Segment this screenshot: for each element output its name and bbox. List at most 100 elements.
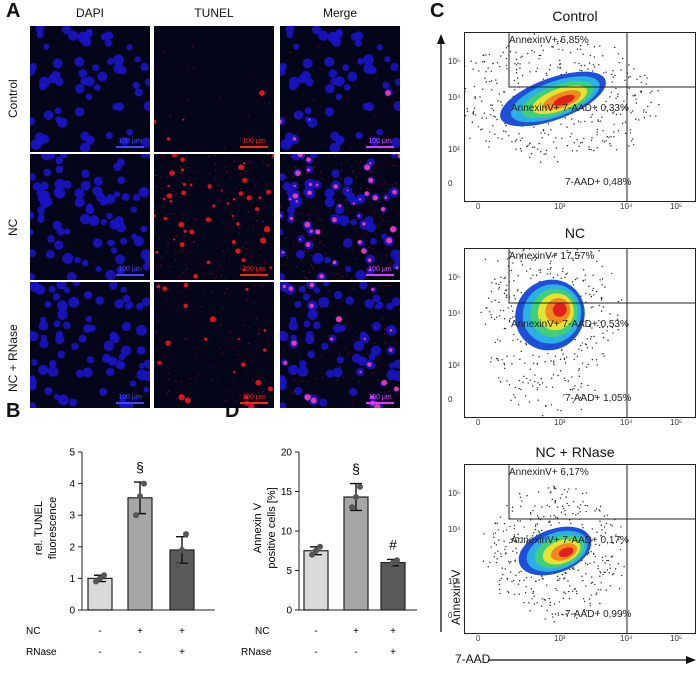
flow-x-tick-label: 10³: [554, 418, 566, 427]
chart-b-row-label-nc: NC: [26, 626, 40, 637]
y-tick-label: 0: [286, 606, 292, 617]
7aad-axis-label: 7-AAD: [455, 652, 491, 666]
bar-0: [87, 577, 113, 611]
y-tick-label: 3: [69, 511, 75, 522]
flow-density: [482, 465, 695, 633]
flow-y-tick-label: 10³: [448, 145, 460, 154]
density-contour: [553, 94, 575, 106]
flow-x-tick-label: 10⁴: [620, 418, 633, 427]
data-point: [394, 557, 400, 564]
flow-plot: AnnexinV+ 6,85% AnnexinV+ 7-AAD+ 0,33% 7-A…: [464, 32, 696, 202]
treatment-mark: -: [98, 626, 101, 637]
chart-d-ylabel-line2: positive cells [%]: [266, 487, 278, 568]
micrograph-image: [30, 26, 150, 152]
flow-y-tick-label: 10³: [448, 361, 460, 370]
flow-x-tick-label: 0: [476, 418, 481, 427]
data-point: [133, 512, 139, 519]
scale-bar-line: [366, 146, 394, 148]
scale-bar-label: 100 μm: [242, 394, 266, 401]
scale-bar-label: 100 μm: [368, 138, 392, 145]
chart-d-marks: §#: [303, 461, 406, 611]
bar-1: [343, 496, 369, 611]
flow-y-tick-label: 10⁴: [448, 309, 461, 318]
data-point: [353, 494, 359, 501]
chart-b-row-label-rnase: RNase: [26, 647, 57, 658]
flow-x-tick-label: 10⁴: [620, 202, 633, 211]
bar-2: [380, 562, 406, 611]
density-contour: [558, 547, 574, 558]
y-tick-label: 5: [286, 566, 292, 577]
data-point: [97, 575, 103, 582]
y-tick-label: 0: [69, 606, 75, 617]
flow-x-tick-label: 10³: [554, 634, 566, 643]
row-label-nc-rnase: NC + RNase: [6, 324, 20, 392]
chart-d-treatment-marks: - + + - - +: [314, 626, 396, 658]
flow-x-tick-label: 0: [476, 634, 481, 643]
bar-0: [303, 550, 329, 611]
panel-letter-c: C: [430, 0, 445, 22]
data-point: [357, 483, 363, 490]
data-point: [349, 504, 355, 511]
micrograph-control-tunel: 100 μm: [154, 26, 274, 152]
scale-bar-line: [366, 402, 394, 404]
quadrant-label-double-positive: AnnexinV+ 7-AAD+ 0,17%: [511, 535, 629, 546]
scale-bar: 100 μm: [116, 138, 144, 148]
treatment-mark: -: [98, 647, 101, 658]
flow-x-tick-label: 10⁵: [670, 634, 683, 643]
scale-bar-line: [116, 146, 144, 148]
quadrant-label-7aad: 7-AAD+ 0,99%: [565, 609, 632, 620]
scale-bar-line: [116, 402, 144, 404]
chart-d-y-ticks: 0 5 10 15 20: [281, 448, 299, 617]
flow-y-tick-label: 10³: [448, 577, 460, 586]
flow-y-tick-label: 0: [448, 395, 453, 404]
scale-bar-label: 100 μm: [118, 266, 142, 273]
scale-bar: 100 μm: [116, 394, 144, 404]
flow-plot: AnnexinV+ 17,57% AnnexinV+ 7-AAD+ 0,53% 7-…: [464, 248, 696, 418]
data-point: [93, 578, 99, 585]
y-tick-label: 1: [69, 574, 75, 585]
panel-letter-a: A: [6, 0, 21, 22]
flow-y-tick-label: 10⁵: [448, 273, 461, 282]
scale-bar-label: 100 μm: [118, 138, 142, 145]
micrograph-control-dapi: 100 μm: [30, 26, 150, 152]
chart-d-row-label-rnase: RNase: [241, 647, 272, 658]
scale-bar-line: [240, 274, 268, 276]
quadrant-label-double-positive: AnnexinV+ 7-AAD+ 0,53%: [511, 319, 629, 330]
scale-bar-line: [116, 274, 144, 276]
scale-bar-label: 100 μm: [242, 266, 266, 273]
data-point: [101, 572, 107, 579]
significance-marker: §: [352, 461, 360, 477]
scale-bar-label: 100 μm: [118, 394, 142, 401]
micrograph-image: [280, 26, 400, 152]
flow-x-tick-label: 10³: [554, 202, 566, 211]
quadrant-label-double-positive: AnnexinV+ 7-AAD+ 0,33%: [511, 103, 629, 114]
treatment-mark: -: [138, 647, 141, 658]
flow-x-tick-label: 10⁵: [670, 202, 683, 211]
treatment-mark: +: [179, 626, 185, 637]
column-header-dapi: DAPI: [75, 6, 104, 20]
treatment-mark: +: [353, 626, 359, 637]
scale-bar: 100 μm: [366, 394, 394, 404]
y-tick-label: 2: [69, 542, 75, 553]
scale-bar: 100 μm: [366, 266, 394, 276]
scale-bar: 100 μm: [240, 266, 268, 276]
micrograph-image: [154, 45, 270, 149]
micrograph-nc-merge: 100 μm: [280, 154, 400, 280]
flow-plot: AnnexinV+ 6,17% AnnexinV+ 7-AAD+ 0,17% 7-A…: [464, 464, 696, 634]
y-tick-label: 20: [281, 448, 293, 459]
micrograph-image: [280, 282, 400, 408]
flow-y-tick-label: 10⁵: [448, 57, 461, 66]
quadrant-label-annexin: AnnexinV+ 6,85%: [509, 35, 589, 46]
data-point: [141, 480, 147, 487]
micrograph-image: [154, 154, 274, 280]
y-tick-label: 4: [69, 479, 75, 490]
flow-x-tick-label: 10⁵: [670, 418, 683, 427]
quadrant-gate: [508, 249, 695, 417]
flow-density: [480, 249, 695, 417]
tunel-bar-chart: rel. TUNEL fluorescence 0 1 2 3 4 5 § NC RNas…: [26, 448, 215, 658]
7aad-axis-arrowhead: [686, 656, 696, 664]
scale-bar: 100 μm: [240, 138, 268, 148]
data-point: [313, 547, 319, 554]
data-point: [179, 546, 185, 553]
